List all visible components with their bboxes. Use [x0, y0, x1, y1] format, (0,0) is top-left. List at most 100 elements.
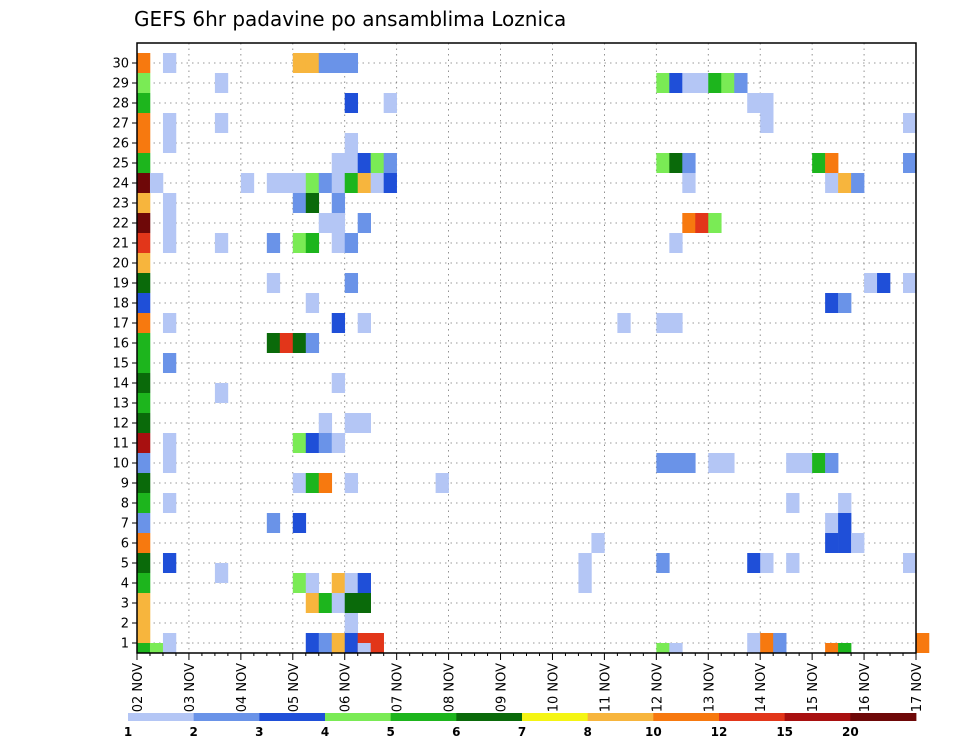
x-tick-label: 09 NOV	[495, 663, 510, 712]
colorbar-label: 3	[255, 725, 263, 739]
precip-cell	[162, 313, 177, 333]
y-tick-label: 11	[112, 437, 129, 452]
precip-cell	[162, 353, 177, 373]
precip-cell	[383, 153, 397, 173]
precip-cell	[825, 643, 839, 653]
precip-cell	[825, 173, 839, 193]
colorbar-swatch	[456, 713, 523, 721]
precip-cell	[318, 433, 333, 453]
precip-cell	[137, 253, 151, 273]
precip-cell	[137, 53, 151, 73]
precip-cell	[344, 633, 359, 653]
y-tick-label: 13	[112, 397, 129, 412]
precip-cell	[292, 473, 307, 493]
precip-cell	[903, 153, 917, 173]
precip-cell	[162, 453, 177, 473]
precip-cell	[137, 193, 151, 213]
precip-cell	[747, 93, 761, 113]
precip-cell	[137, 573, 151, 593]
precip-cell	[292, 53, 307, 73]
x-tick-label: 02 NOV	[131, 663, 146, 712]
y-tick-label: 4	[121, 577, 129, 592]
precip-cell	[331, 213, 346, 233]
precip-cell	[331, 313, 346, 333]
precip-cell	[357, 313, 371, 333]
precip-cell	[137, 273, 151, 293]
y-tick-label: 8	[121, 497, 129, 512]
precip-cell	[214, 383, 229, 403]
precip-cell	[137, 233, 151, 253]
precip-cell	[370, 153, 384, 173]
precip-cell	[266, 233, 281, 253]
y-tick-label: 24	[112, 177, 129, 192]
precip-cell	[214, 233, 229, 253]
precip-cell	[162, 113, 177, 133]
precip-cell	[292, 173, 307, 193]
precip-cell	[357, 413, 371, 433]
y-tick-label: 1	[121, 637, 129, 652]
precip-cell	[357, 643, 371, 653]
precip-cell	[137, 433, 151, 453]
precip-cell	[137, 313, 151, 333]
precip-cell	[708, 73, 722, 93]
precip-cell	[162, 433, 177, 453]
precip-cell	[331, 233, 346, 253]
precip-cell	[656, 553, 670, 573]
colorbar-label: 7	[518, 725, 526, 739]
precip-cell	[838, 533, 852, 553]
precip-cell	[137, 513, 151, 533]
precip-cell	[137, 173, 151, 193]
precip-cell	[903, 553, 917, 573]
precip-cell	[708, 453, 722, 473]
precip-cell	[838, 513, 852, 533]
precip-cell	[916, 633, 930, 653]
precip-cell	[318, 213, 333, 233]
precip-cell	[331, 593, 346, 613]
precip-cell	[682, 453, 696, 473]
precip-cell	[279, 173, 294, 193]
precip-cell	[266, 273, 281, 293]
precip-cell	[669, 233, 683, 253]
precip-cell	[864, 273, 878, 293]
precip-cell	[149, 643, 164, 653]
precip-cell	[137, 353, 151, 373]
precip-cell	[137, 73, 151, 93]
precip-cell	[669, 453, 683, 473]
precip-cell	[370, 633, 384, 653]
precip-cell	[799, 453, 813, 473]
precip-cell	[137, 393, 151, 413]
precip-cell	[137, 593, 151, 613]
precip-cell	[137, 493, 151, 513]
y-tick-label: 7	[121, 517, 129, 532]
y-tick-label: 14	[112, 377, 129, 392]
precip-cell	[656, 643, 670, 653]
precip-cell	[137, 333, 151, 353]
precip-cell	[383, 93, 397, 113]
y-tick-label: 3	[121, 597, 129, 612]
precip-cell	[305, 573, 320, 593]
precip-cell	[344, 93, 359, 113]
precip-cell	[825, 293, 839, 313]
colorbar-label: 4	[321, 725, 329, 739]
precip-cell	[137, 373, 151, 393]
precip-cell	[137, 213, 151, 233]
precip-cell	[292, 573, 307, 593]
colorbar-label: 8	[583, 725, 591, 739]
x-tick-label: 06 NOV	[339, 663, 354, 712]
precip-cell	[292, 333, 307, 353]
precip-cell	[669, 73, 683, 93]
precip-cell	[305, 333, 320, 353]
colorbar-label: 5	[386, 725, 394, 739]
precip-cell	[903, 113, 917, 133]
precip-cell	[786, 493, 800, 513]
x-tick-label: 10 NOV	[546, 663, 561, 712]
precip-cell	[357, 153, 371, 173]
precip-cell	[708, 213, 722, 233]
colorbar-swatch	[325, 713, 392, 721]
precip-cell	[305, 233, 320, 253]
data-cells	[137, 53, 930, 653]
precip-cell	[734, 73, 748, 93]
x-tick-label: 16 NOV	[858, 663, 873, 712]
precip-cell	[305, 193, 320, 213]
y-tick-label: 26	[112, 137, 129, 152]
